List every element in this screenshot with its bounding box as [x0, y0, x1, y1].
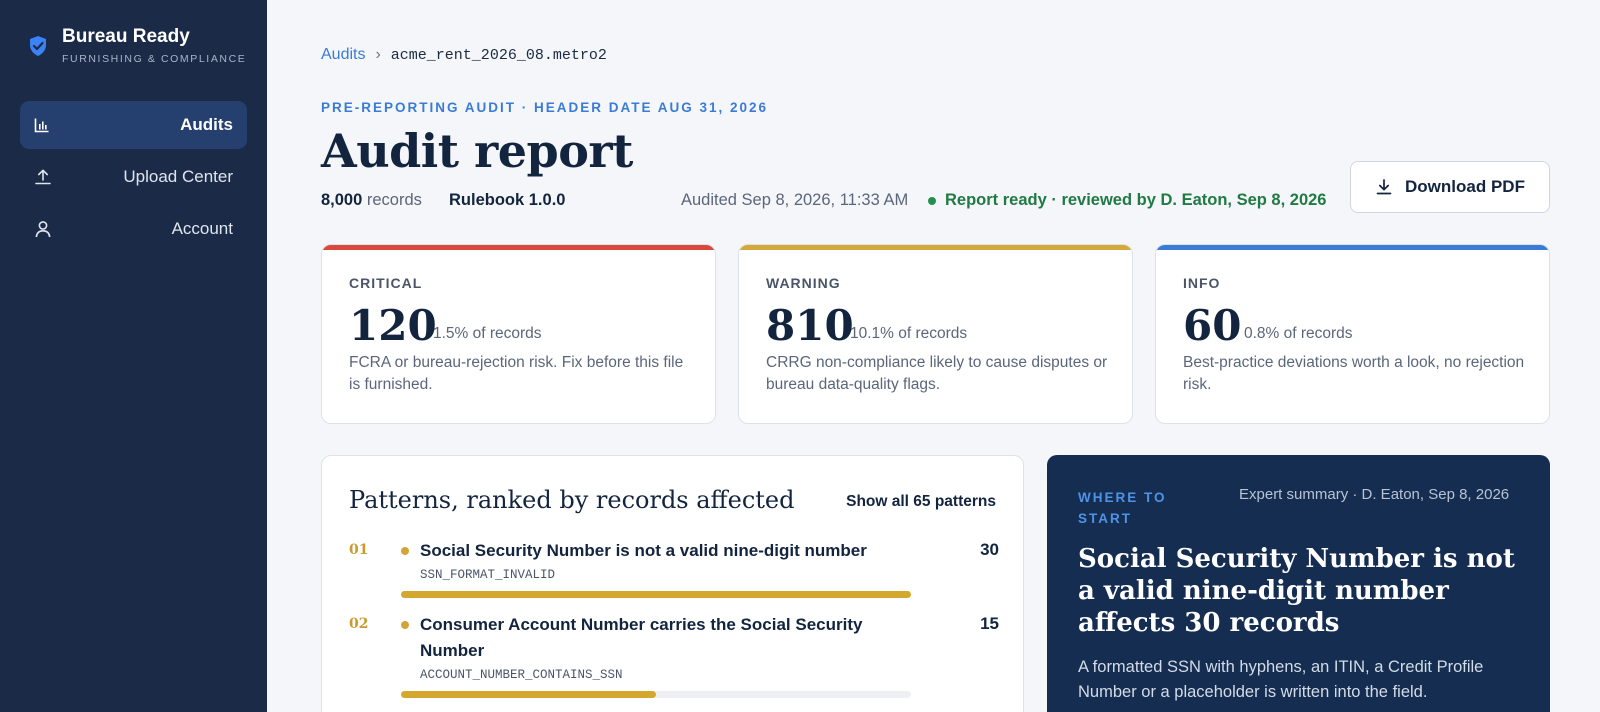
severity-bar-info — [1156, 245, 1549, 250]
records-count: 8,000 records — [321, 191, 422, 210]
pattern-bar-track — [401, 691, 911, 698]
page-title: Audit report — [321, 124, 633, 178]
pattern-code: ACCOUNT_NUMBER_CONTAINS_SSN — [420, 668, 623, 682]
where-to-start-panel: WHERE TO START Expert summary · D. Eaton… — [1047, 455, 1550, 712]
stat-percentage: 10.1% of records — [850, 325, 968, 342]
severity-dot-icon — [401, 621, 409, 629]
download-pdf-button[interactable]: Download PDF — [1350, 161, 1550, 213]
stat-card-warning: WARNING 810 10.1% of records CRRG non-co… — [738, 244, 1133, 424]
breadcrumb-current: acme_rent_2026_08.metro2 — [390, 46, 607, 64]
download-icon — [1376, 179, 1392, 195]
main-content: Audits › acme_rent_2026_08.metro2 PRE-RE… — [267, 0, 1600, 712]
pattern-rank: 01 — [349, 542, 369, 558]
sidebar-item-label: Account — [171, 219, 233, 238]
status-dot-icon — [928, 196, 936, 205]
pattern-code: SSN_FORMAT_INVALID — [420, 568, 556, 582]
stat-label: WARNING — [766, 275, 841, 291]
brand-tagline: FURNISHING & COMPLIANCE — [62, 53, 247, 65]
patterns-title: Patterns, ranked by records affected — [349, 486, 795, 514]
user-icon — [35, 221, 51, 238]
breadcrumb-audits-link[interactable]: Audits — [321, 46, 366, 63]
pattern-name: Social Security Number is not a valid ni… — [420, 541, 867, 560]
stat-description: CRRG non-compliance likely to cause disp… — [766, 354, 1108, 393]
brand[interactable]: Bureau Ready FURNISHING & COMPLIANCE — [28, 25, 246, 65]
breadcrumb-separator: › — [375, 46, 381, 63]
upload-icon — [35, 169, 51, 185]
bar-chart-icon — [34, 118, 49, 133]
sidebar-nav: Audits Upload Center Account — [20, 101, 247, 257]
expert-summary-meta: Expert summary · D. Eaton, Sep 8, 2026 — [1239, 486, 1510, 503]
stat-description: FCRA or bureau-rejection risk. Fix befor… — [349, 354, 684, 393]
stat-percentage: 1.5% of records — [433, 325, 542, 342]
severity-bar-warning — [739, 245, 1132, 250]
rulebook-version: Rulebook 1.0.0 — [449, 191, 566, 209]
pattern-name: Consumer Account Number carries the Soci… — [420, 615, 863, 660]
pattern-bar-fill — [401, 591, 911, 598]
stat-value: 810 — [766, 301, 854, 350]
brand-name: Bureau Ready — [62, 26, 190, 47]
sidebar-item-upload-center[interactable]: Upload Center — [20, 153, 247, 201]
patterns-panel: Patterns, ranked by records affected Sho… — [321, 455, 1024, 712]
where-to-start-eyebrow: WHERE TO START — [1078, 490, 1167, 526]
sidebar-item-audits[interactable]: Audits — [20, 101, 247, 149]
show-all-patterns-link[interactable]: Show all 65 patterns — [846, 493, 996, 510]
sidebar: Bureau Ready FURNISHING & COMPLIANCE Aud… — [0, 0, 267, 712]
page-eyebrow: PRE-REPORTING AUDIT · HEADER DATE AUG 31… — [321, 100, 769, 115]
stat-value: 60 — [1183, 301, 1242, 350]
breadcrumb: Audits › acme_rent_2026_08.metro2 — [321, 46, 607, 64]
stat-card-critical: CRITICAL 120 1.5% of records FCRA or bur… — [321, 244, 716, 424]
pattern-rank: 02 — [349, 616, 369, 632]
sidebar-item-account[interactable]: Account — [20, 205, 247, 253]
status-badge: Report ready · reviewed by D. Eaton, Sep… — [928, 191, 1326, 210]
stat-value: 120 — [349, 301, 437, 350]
audited-timestamp: Audited Sep 8, 2026, 11:33 AM — [681, 191, 909, 209]
stat-card-info: INFO 60 0.8% of records Best-practice de… — [1155, 244, 1550, 424]
pattern-bar-fill — [401, 691, 656, 698]
pattern-bar-track — [401, 591, 911, 598]
where-to-start-title: Social Security Number is not a valid ni… — [1078, 544, 1515, 638]
where-to-start-body: A formatted SSN with hyphens, an ITIN, a… — [1078, 658, 1484, 701]
status-text: Report ready · reviewed by D. Eaton, Sep… — [945, 191, 1327, 209]
download-label: Download PDF — [1405, 177, 1525, 196]
records-label: records — [366, 191, 422, 209]
stat-label: CRITICAL — [349, 275, 423, 291]
records-number: 8,000 — [321, 191, 363, 209]
severity-dot-icon — [401, 547, 409, 555]
sidebar-item-label: Upload Center — [123, 167, 233, 186]
sidebar-item-label: Audits — [180, 115, 233, 134]
shield-check-icon — [30, 36, 46, 56]
stat-description: Best-practice deviations worth a look, n… — [1183, 354, 1525, 393]
severity-bar-critical — [322, 245, 715, 250]
stat-label: INFO — [1183, 275, 1221, 291]
stat-percentage: 0.8% of records — [1244, 325, 1353, 342]
pattern-count: 15 — [980, 614, 999, 633]
pattern-count: 30 — [980, 540, 999, 559]
